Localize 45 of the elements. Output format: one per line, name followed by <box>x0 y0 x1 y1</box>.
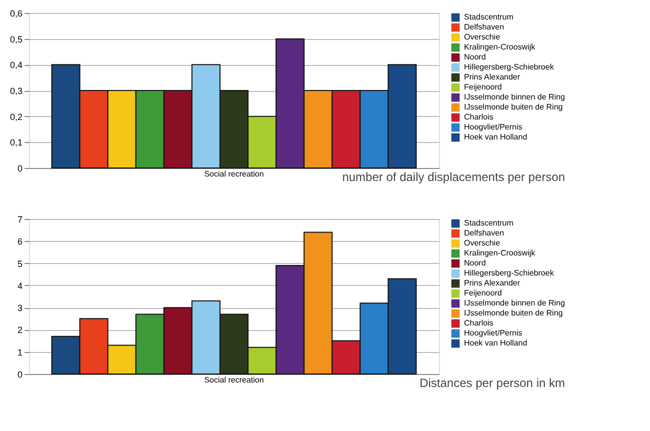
legend-label: Feijenoord <box>464 288 502 298</box>
y-tick-label: 3 <box>17 303 22 314</box>
x-tick-label: Social recreation <box>204 170 264 178</box>
legend-label: Hillegersberg-Schiebroek <box>464 62 555 72</box>
legend-label: Kralingen-Crooswijk <box>464 248 536 258</box>
legend-label: Delfshaven <box>464 228 504 238</box>
legend-label: Stadscentrum <box>464 218 514 228</box>
legend-label: Feijenoord <box>464 82 502 92</box>
legend-label: IJsselmonde binnen de Ring <box>464 298 565 308</box>
y-tick-label: 0 <box>17 370 22 380</box>
legend-label: IJsselmonde buiten de Ring <box>464 308 563 318</box>
y-tick-label: 0 <box>17 164 22 174</box>
legend-label: Prins Alexander <box>464 278 520 288</box>
y-tick-label: 2 <box>17 325 22 336</box>
y-tick-label: 0,5 <box>10 34 22 44</box>
legend-label: Prins Alexander <box>464 72 520 82</box>
legend-label: Hoogvliet/Pernis <box>464 328 522 338</box>
y-tick-label: 0,1 <box>10 138 22 148</box>
y-tick-label: 0,6 <box>10 8 22 18</box>
x-tick-label: Social recreation <box>204 376 264 384</box>
legend-label: Kralingen-Crooswijk <box>464 42 536 52</box>
legend-label: Overschie <box>464 32 501 42</box>
legend-label: Charlois <box>464 318 494 328</box>
y-tick-label: 6 <box>17 236 22 247</box>
y-tick-label: 5 <box>17 258 22 269</box>
legend-label: Hoogvliet/Pernis <box>464 122 522 132</box>
legend-label: Delfshaven <box>464 22 504 32</box>
y-tick-label: 0,3 <box>10 86 22 96</box>
legend-label: Hillegersberg-Schiebroek <box>464 268 555 278</box>
y-tick-label: 0,2 <box>10 112 22 122</box>
legend-label: Noord <box>464 258 486 268</box>
legend-label: IJsselmonde binnen de Ring <box>464 92 565 102</box>
legend-label: Hoek van Holland <box>464 338 528 348</box>
text: Distances per person in km <box>420 376 565 390</box>
y-tick-label: 0,4 <box>10 60 22 70</box>
legend-label: IJsselmonde buiten de Ring <box>464 102 563 112</box>
legend-label: Noord <box>464 52 486 62</box>
legend-label: Stadscentrum <box>464 12 514 22</box>
y-tick-label: 1 <box>17 347 22 358</box>
legend-label: Overschie <box>464 238 501 248</box>
legend-label: Hoek van Holland <box>464 132 528 142</box>
legend-label: Charlois <box>464 112 494 122</box>
y-tick-label: 7 <box>17 214 22 224</box>
text: number of daily displacements per person <box>342 170 565 184</box>
y-tick-label: 4 <box>17 280 22 291</box>
